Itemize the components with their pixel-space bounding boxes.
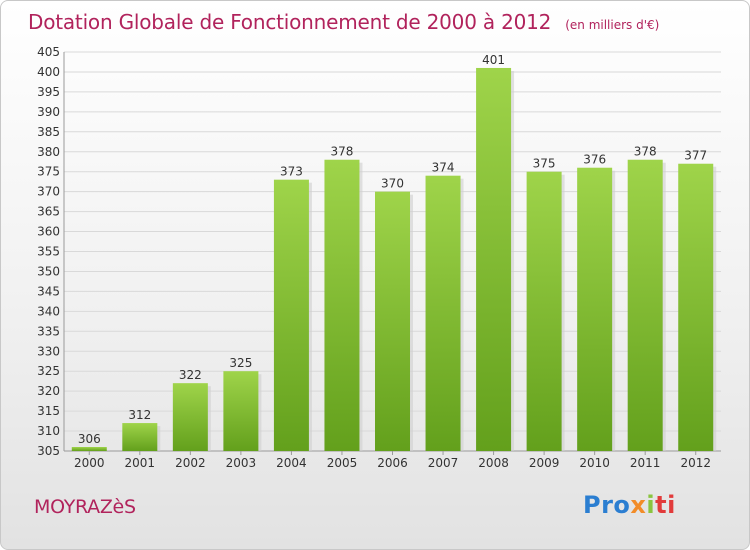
y-tick-label: 335 xyxy=(37,324,60,338)
data-label: 325 xyxy=(229,356,252,370)
chart-title-block: Dotation Globale de Fonctionnement de 20… xyxy=(28,10,659,34)
y-tick-label: 340 xyxy=(37,304,60,318)
logo-part-2: x xyxy=(630,491,647,519)
y-tick-label: 390 xyxy=(37,105,60,119)
bar xyxy=(273,179,309,451)
y-tick-label: 385 xyxy=(37,125,60,139)
data-label: 306 xyxy=(78,432,101,446)
data-label: 401 xyxy=(482,53,505,67)
bar xyxy=(678,163,714,451)
data-label: 322 xyxy=(179,368,202,382)
logo-part-1: Pro xyxy=(583,491,631,519)
y-tick-label: 325 xyxy=(37,364,60,378)
x-tick-label: 2007 xyxy=(428,456,459,470)
data-label: 378 xyxy=(634,145,657,159)
y-tick-label: 395 xyxy=(37,85,60,99)
bar xyxy=(627,159,663,452)
chart-title: Dotation Globale de Fonctionnement de 20… xyxy=(28,10,552,34)
x-tick-label: 2008 xyxy=(478,456,509,470)
bar xyxy=(122,423,158,451)
y-tick-label: 370 xyxy=(37,185,60,199)
x-tick-label: 2010 xyxy=(579,456,610,470)
x-tick-label: 2000 xyxy=(74,456,105,470)
y-tick-label: 380 xyxy=(37,145,60,159)
bar xyxy=(425,175,461,451)
bar xyxy=(71,447,107,451)
bar xyxy=(324,159,360,452)
bar xyxy=(577,167,613,451)
data-label: 312 xyxy=(128,408,151,422)
y-tick-label: 315 xyxy=(37,404,60,418)
x-tick-label: 2006 xyxy=(377,456,408,470)
chart-subtitle: (en milliers d'€) xyxy=(565,18,660,32)
data-label: 375 xyxy=(533,157,556,171)
y-tick-label: 345 xyxy=(37,284,60,298)
data-label: 376 xyxy=(583,153,606,167)
x-tick-label: 2002 xyxy=(175,456,206,470)
y-tick-label: 330 xyxy=(37,344,60,358)
y-tick-label: 365 xyxy=(37,205,60,219)
bar xyxy=(526,171,562,451)
y-tick-label: 405 xyxy=(37,45,60,59)
data-label: 378 xyxy=(331,145,354,159)
bar xyxy=(223,371,259,451)
bar xyxy=(476,67,512,452)
y-tick-label: 355 xyxy=(37,245,60,259)
x-tick-label: 2009 xyxy=(529,456,560,470)
x-tick-label: 2011 xyxy=(630,456,661,470)
data-label: 370 xyxy=(381,177,404,191)
y-tick-label: 305 xyxy=(37,444,60,458)
x-tick-label: 2005 xyxy=(327,456,358,470)
data-label: 374 xyxy=(432,161,455,175)
x-tick-label: 2003 xyxy=(226,456,257,470)
y-tick-label: 310 xyxy=(37,424,60,438)
x-tick-label: 2001 xyxy=(125,456,156,470)
x-tick-label: 2012 xyxy=(680,456,711,470)
logo-part-3: i xyxy=(646,491,656,519)
bar xyxy=(375,191,410,451)
commune-name: MOYRAZèS xyxy=(34,496,136,518)
y-tick-label: 375 xyxy=(37,165,60,179)
x-tick-label: 2004 xyxy=(276,456,307,470)
y-tick-label: 350 xyxy=(37,264,60,278)
logo-part-4: ti xyxy=(655,491,676,519)
y-tick-label: 400 xyxy=(37,65,60,79)
y-tick-label: 320 xyxy=(37,384,60,398)
proxiti-logo: Proxiti xyxy=(583,491,676,519)
y-tick-label: 360 xyxy=(37,225,60,239)
data-label: 373 xyxy=(280,165,303,179)
bar xyxy=(172,383,208,451)
data-label: 377 xyxy=(684,149,707,163)
